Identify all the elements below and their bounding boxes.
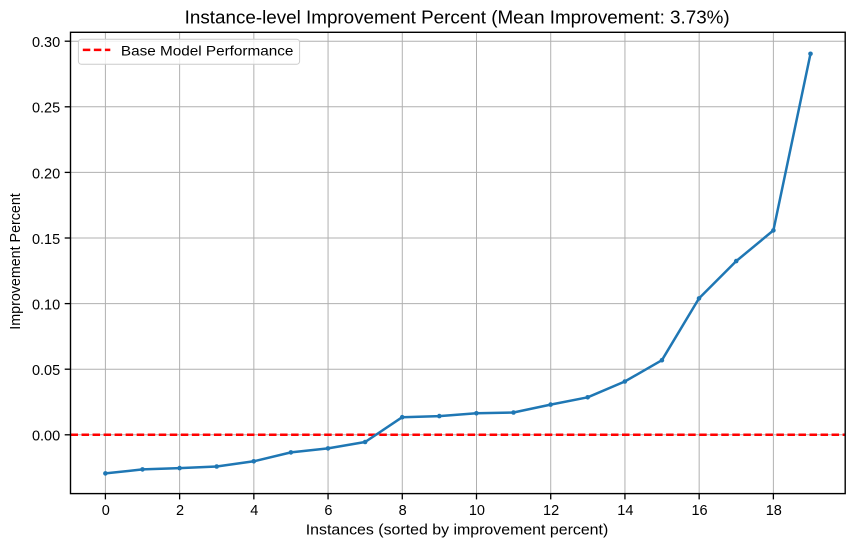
svg-text:4: 4 <box>250 503 258 519</box>
svg-text:16: 16 <box>691 503 707 519</box>
svg-text:12: 12 <box>543 503 559 519</box>
svg-text:18: 18 <box>766 503 782 519</box>
svg-text:6: 6 <box>324 503 332 519</box>
svg-text:8: 8 <box>399 503 407 519</box>
svg-text:0.00: 0.00 <box>32 429 60 445</box>
svg-text:0.10: 0.10 <box>32 298 60 314</box>
svg-text:2: 2 <box>176 503 184 519</box>
svg-text:0: 0 <box>102 503 110 519</box>
svg-text:Improvement Percent: Improvement Percent <box>8 193 24 330</box>
svg-text:0.15: 0.15 <box>32 232 60 248</box>
svg-text:10: 10 <box>469 503 485 519</box>
svg-text:0.05: 0.05 <box>32 363 60 379</box>
svg-text:0.30: 0.30 <box>32 35 60 51</box>
svg-text:Base Model Performance: Base Model Performance <box>121 43 294 59</box>
svg-text:14: 14 <box>617 503 633 519</box>
svg-text:0.25: 0.25 <box>32 101 60 117</box>
svg-text:Instance-level Improvement Per: Instance-level Improvement Percent (Mean… <box>185 8 730 28</box>
svg-text:Instances (sorted by improveme: Instances (sorted by improvement percent… <box>306 523 609 539</box>
svg-text:0.20: 0.20 <box>32 166 60 182</box>
